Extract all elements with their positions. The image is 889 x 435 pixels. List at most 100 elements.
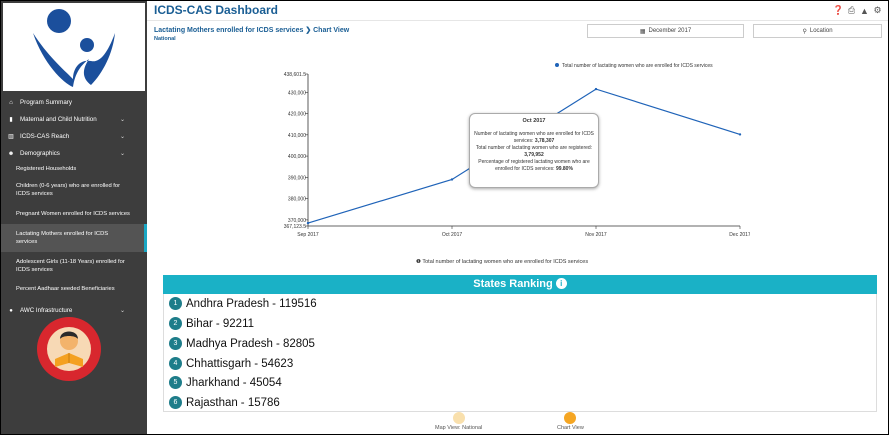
- location-pin-icon: ⚲: [802, 28, 807, 35]
- home-icon: ⌂: [9, 99, 13, 106]
- sidebar-item-icds-cas-reach[interactable]: ▥ ICDS-CAS Reach ⌄: [1, 128, 147, 145]
- sidebar-item-label: ICDS-CAS Reach: [20, 133, 70, 140]
- breadcrumb: Lactating Mothers enrolled for ICDS serv…: [154, 27, 350, 34]
- state-name: Rajasthan: [186, 396, 238, 409]
- logo-icon: [33, 9, 115, 87]
- y-tick-label: 430,000: [288, 90, 306, 96]
- x-axis: Sep 2017 Oct 2017 Nov 2017 Dec 2017: [297, 225, 750, 238]
- state-count: - 45054: [242, 376, 282, 389]
- location-icon: ●: [9, 307, 13, 314]
- legend-label: Total number of lactating women who are …: [562, 63, 713, 69]
- sidebar-subitem-registered-households[interactable]: Registered Households: [16, 166, 77, 172]
- states-ranking-header: States Ranking i: [163, 275, 877, 294]
- sidebar-nav: ⌂ Program Summary ▮ Maternal and Child N…: [1, 94, 147, 319]
- y-axis: 438,601.5 430,000 420,000 410,000 400,000 390…: [284, 72, 309, 230]
- date-filter[interactable]: ▦ December 2017: [587, 24, 744, 38]
- states-ranking-list: 1 Andhra Pradesh - 119516 2 Bihar - 9221…: [163, 294, 877, 412]
- sidebar-item-program-summary[interactable]: ⌂ Program Summary: [1, 94, 147, 111]
- chart-view-toggle[interactable]: Chart View: [557, 412, 584, 431]
- chevron-down-icon: ⌄: [119, 134, 125, 140]
- pin-icon: ▮: [9, 117, 13, 123]
- list-item: 2 Bihar - 92211: [169, 317, 254, 330]
- help-icon[interactable]: ❓: [832, 5, 845, 15]
- rank-badge: 5: [169, 376, 182, 389]
- chevron-down-icon: ⌄: [119, 117, 125, 123]
- header-bar: ICDS-CAS Dashboard ❓ ⎙ ▲ ⚙: [147, 1, 888, 21]
- x-tick-label: Nov 2017: [585, 232, 607, 238]
- list-item: 1 Andhra Pradesh - 119516: [169, 297, 317, 310]
- app-title: ICDS-CAS Dashboard: [154, 3, 279, 17]
- x-tick-label: Dec 2017: [729, 232, 750, 238]
- chart-legend: Total number of lactating women who are …: [555, 63, 713, 69]
- map-view-toggle[interactable]: Map View: National: [435, 412, 482, 431]
- chevron-down-icon: ⌄: [119, 308, 125, 314]
- sidebar-item-awc-infrastructure[interactable]: ● AWC Infrastructure ⌄: [1, 302, 147, 319]
- chart-icon: ▥: [8, 134, 14, 140]
- sidebar-subitem-pregnant-women[interactable]: Pregnant Women enrolled for ICDS service…: [16, 211, 130, 217]
- x-tick-label: Sep 2017: [297, 232, 319, 238]
- state-count: - 82805: [275, 337, 315, 350]
- y-tick-label: 438,601.5: [284, 72, 306, 78]
- tooltip-title: Oct 2017: [522, 118, 546, 124]
- state-name: Madhya Pradesh: [186, 337, 273, 350]
- rank-badge: 6: [169, 396, 182, 409]
- girl-reading-icon: [39, 319, 99, 379]
- info-icon[interactable]: i: [555, 278, 567, 289]
- map-view-label: Map View: National: [435, 425, 483, 431]
- chevron-down-icon: ⌄: [119, 151, 125, 157]
- tooltip-line-1: Number of lactating women who are enroll…: [474, 131, 594, 144]
- legend-marker: [555, 63, 559, 67]
- date-filter-label: December 2017: [648, 28, 692, 34]
- sidebar-item-label: Maternal and Child Nutrition: [20, 116, 97, 123]
- data-point: [306, 221, 310, 225]
- calendar-icon: ▦: [639, 28, 646, 35]
- chart-tooltip: Oct 2017 Number of lactating women who a…: [469, 113, 599, 188]
- sidebar-item-label: AWC Infrastructure: [20, 307, 73, 314]
- y-tick-label: 410,000: [288, 133, 306, 139]
- sidebar-subitem-aadhaar[interactable]: Percent Aadhaar seeded Beneficiaries: [16, 286, 115, 292]
- list-item: 3 Madhya Pradesh - 82805: [169, 337, 315, 350]
- sidebar-item-maternal-child-nutrition[interactable]: ▮ Maternal and Child Nutrition ⌄: [1, 111, 147, 128]
- chart-view-label: Chart View: [557, 425, 584, 431]
- state-name: Chhattisgarh: [186, 357, 252, 370]
- y-tick-label: 400,000: [288, 154, 306, 160]
- state-name: Bihar: [186, 317, 213, 330]
- states-ranking-title: States Ranking: [473, 278, 553, 290]
- location-level: National: [154, 36, 176, 42]
- print-icon[interactable]: ⎙: [847, 5, 856, 15]
- alert-icon[interactable]: ▲: [860, 5, 869, 16]
- state-count: - 92211: [215, 317, 255, 330]
- data-point: [738, 133, 742, 136]
- location-filter-label: Location: [809, 28, 833, 34]
- sidebar-subitem-children[interactable]: Children (0-6 years) who are enrolled fo…: [16, 183, 121, 197]
- y-tick-label: 370,000: [288, 218, 306, 224]
- sidebar-item-demographics[interactable]: ☻ Demographics ⌄: [1, 145, 147, 162]
- sidebar-item-label: Demographics: [20, 150, 60, 157]
- rank-badge: 3: [169, 337, 182, 350]
- rank-badge: 4: [169, 357, 182, 370]
- rank-badge: 2: [169, 317, 182, 330]
- location-filter[interactable]: ⚲ Location: [753, 24, 882, 38]
- data-point: [450, 178, 454, 181]
- chart-note: ❶ Total number of lactating women who ar…: [416, 259, 588, 265]
- list-item: 4 Chhattisgarh - 54623: [169, 357, 293, 370]
- state-count: - 15786: [240, 396, 280, 409]
- tooltip-line-2: Total number of lactating women who are …: [475, 145, 593, 158]
- sidebar-subitem-adolescent-girls[interactable]: Adolescent Girls (11-18 Years) enrolled …: [16, 259, 125, 273]
- sidebar-subitem-lactating-mothers[interactable]: Lactating Mothers enrolled for ICDS serv…: [1, 224, 147, 252]
- list-item: 6 Rajasthan - 15786: [169, 396, 280, 409]
- beti-bachao-emblem: [37, 317, 101, 381]
- info-icon: ❶: [416, 259, 421, 265]
- y-tick-label: 380,000: [288, 197, 306, 203]
- tooltip-line-3: Percentage of registered lactating women…: [478, 159, 590, 172]
- sidebar-item-label: Program Summary: [20, 99, 72, 106]
- y-tick-label: 367,123.5: [284, 224, 306, 230]
- toolbar-icons: ❓ ⎙ ▲ ⚙: [833, 5, 883, 16]
- map-view-dot: [452, 412, 465, 424]
- settings-icon[interactable]: ⚙: [873, 5, 882, 15]
- y-tick-label: 390,000: [288, 175, 306, 181]
- chart-view-dot: [564, 412, 577, 424]
- icds-logo[interactable]: [3, 3, 145, 91]
- state-name: Jharkhand: [186, 376, 240, 389]
- x-tick-label: Oct 2017: [442, 232, 463, 238]
